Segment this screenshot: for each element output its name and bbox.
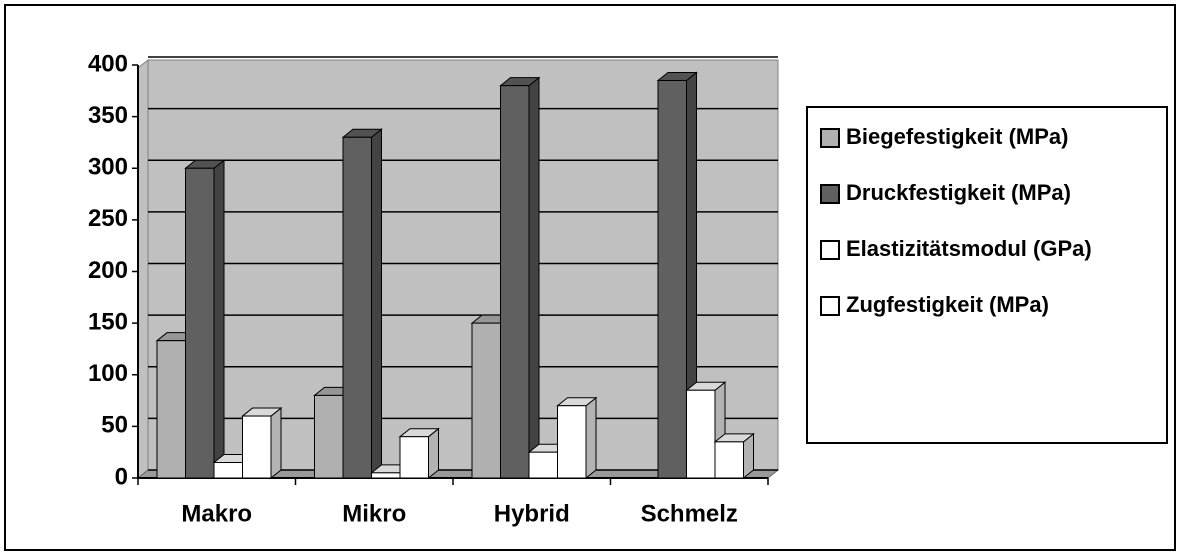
bar <box>314 394 344 479</box>
bar <box>371 472 401 479</box>
y-tick-label: 200 <box>88 257 128 284</box>
y-tick-label: 400 <box>88 50 128 77</box>
bar <box>500 85 530 479</box>
y-tick-label: 150 <box>88 308 128 335</box>
bar-side <box>585 396 597 480</box>
y-tick-label: 350 <box>88 102 128 129</box>
bar <box>156 340 186 479</box>
y-tick-label: 250 <box>88 205 128 232</box>
legend-swatch <box>820 296 840 316</box>
bar <box>213 462 243 479</box>
x-tick-label: Hybrid <box>494 500 570 527</box>
legend-entry: Druckfestigkeit (MPa) <box>820 176 1160 210</box>
bar <box>714 441 744 479</box>
x-tick-label: Mikro <box>342 500 406 527</box>
y-tick-label: 0 <box>115 463 128 490</box>
bar <box>528 451 558 479</box>
x-tick-label: Makro <box>181 500 252 527</box>
legend-label: Druckfestigkeit (MPa) <box>846 180 1071 205</box>
legend-entry: Elastizitätsmodul (GPa) <box>820 232 1160 266</box>
x-tick-label: Schmelz <box>641 500 738 527</box>
bar <box>185 167 215 479</box>
bar-side <box>213 159 225 480</box>
bar-side <box>528 76 540 480</box>
y-tick-label: 50 <box>101 412 128 439</box>
legend-swatch <box>820 240 840 260</box>
bar <box>686 389 716 479</box>
legend-swatch <box>820 184 840 204</box>
bar-side <box>371 128 382 480</box>
bar <box>471 322 501 479</box>
bar-side <box>270 407 282 480</box>
legend-entry: Biegefestigkeit (MPa) <box>820 120 1160 154</box>
y-tick-label: 300 <box>88 154 128 181</box>
legend: Biegefestigkeit (MPa) Druckfestigkeit (MP… <box>806 106 1168 444</box>
bar <box>557 405 587 479</box>
legend-label: Elastizitätsmodul (GPa) <box>846 236 1092 261</box>
legend-entry: Zugfestigkeit (MPa) <box>820 288 1160 322</box>
bar <box>242 415 272 479</box>
legend-swatch <box>820 128 840 148</box>
side-wall <box>137 58 149 480</box>
legend-label: Zugfestigkeit (MPa) <box>846 292 1049 317</box>
bar <box>657 79 687 479</box>
bar <box>399 436 429 479</box>
y-tick-label: 100 <box>88 360 128 387</box>
chart-border <box>4 4 1176 551</box>
bar <box>342 136 372 479</box>
legend-label: Biegefestigkeit (MPa) <box>846 124 1069 149</box>
